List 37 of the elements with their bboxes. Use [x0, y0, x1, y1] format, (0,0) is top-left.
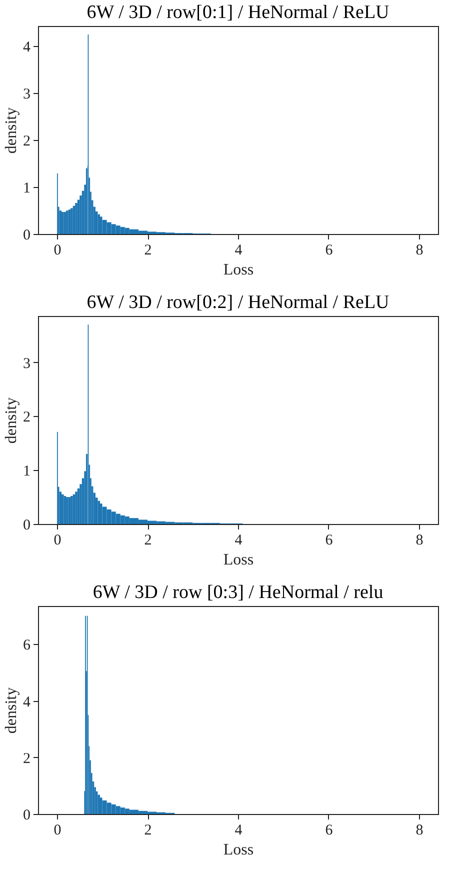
- y-axis-title: density: [3, 107, 20, 154]
- x-tick-label: 6: [325, 242, 334, 258]
- y-tick-label: 2: [23, 410, 30, 426]
- x-tick-label: 8: [416, 822, 424, 838]
- x-tick-label: 8: [416, 532, 424, 548]
- x-tick-label: 0: [54, 532, 62, 548]
- x-tick-label: 8: [416, 242, 424, 258]
- x-axis-title: Loss: [223, 262, 254, 278]
- x-tick-label: 4: [234, 822, 243, 838]
- y-tick-label: 3: [23, 86, 30, 103]
- x-tick-label: 4: [234, 532, 243, 548]
- y-axis-title: density: [3, 397, 20, 444]
- x-tick-label: 6: [325, 822, 334, 838]
- x-tick-label: 4: [234, 242, 243, 258]
- x-tick-label: 2: [144, 822, 152, 838]
- y-tick-label: 4: [23, 694, 31, 710]
- y-tick-label: 2: [23, 134, 30, 150]
- x-tick-label: 0: [54, 242, 62, 258]
- y-tick-label: 2: [23, 750, 30, 767]
- y-tick-label: 0: [23, 808, 30, 824]
- y-tick-label: 1: [23, 180, 30, 197]
- y-axis-title: density: [3, 687, 20, 734]
- x-axis-title: Loss: [223, 842, 254, 858]
- x-tick-label: 0: [54, 822, 62, 838]
- y-tick-label: 4: [23, 40, 31, 56]
- x-axis-title: Loss: [223, 552, 254, 568]
- x-tick-label: 2: [144, 242, 152, 258]
- x-tick-label: 6: [325, 532, 334, 548]
- y-tick-label: 6: [23, 638, 31, 654]
- y-tick-label: 0: [23, 228, 30, 244]
- y-tick-label: 1: [23, 464, 30, 480]
- chart-title: 6W / 3D / row[0:2] / HeNormal / ReLU: [86, 292, 390, 313]
- y-tick-label: 0: [23, 518, 30, 534]
- chart-title: 6W / 3D / row [0:3] / HeNormal / relu: [92, 582, 384, 603]
- y-tick-label: 3: [23, 356, 30, 372]
- x-tick-label: 2: [144, 532, 152, 548]
- chart-title: 6W / 3D / row[0:1] / HeNormal / ReLU: [86, 2, 390, 23]
